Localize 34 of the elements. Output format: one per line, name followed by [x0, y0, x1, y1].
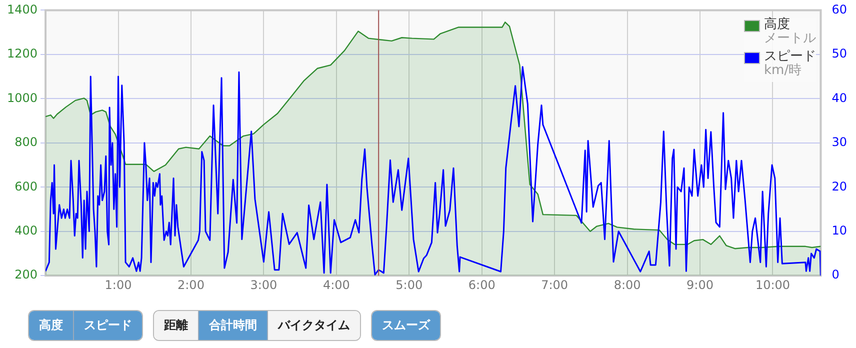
text: スムーズ — [372, 311, 440, 340]
text: 距離 — [154, 311, 198, 340]
x-tick-label: 8:00 — [614, 278, 641, 292]
x-tick-label: 7:00 — [541, 278, 568, 292]
x-tick-label: 3:00 — [250, 278, 278, 292]
y-tick-label: 1000 — [6, 90, 38, 105]
x-tick-label: 1:00 — [104, 278, 132, 292]
text: 合計時間 — [198, 311, 267, 340]
y-tick-label: 1400 — [6, 2, 38, 16]
x-tick-label: 10:00 — [755, 278, 790, 292]
y-tick-label: 400 — [14, 223, 38, 238]
y-tick-label: 800 — [14, 135, 38, 150]
y2-tick-label: 30 — [832, 135, 848, 150]
text: 高度 — [29, 311, 73, 340]
y2-tick-label: 10 — [832, 223, 848, 238]
annotation: km/時 — [764, 63, 803, 78]
legend-label: スピード — [764, 49, 816, 64]
text: バイクタイム — [267, 311, 360, 340]
y-tick-label: 200 — [14, 268, 38, 282]
x-tick-label: 5:00 — [396, 278, 423, 292]
x-tick-label: 2:00 — [178, 278, 204, 292]
x-tick-label: 4:00 — [322, 278, 350, 292]
y-tick-label: 600 — [14, 179, 38, 194]
x-tick-label: 9:00 — [686, 278, 714, 292]
y2-tick-label: 40 — [832, 90, 848, 105]
text: スピード — [73, 311, 142, 340]
y2-tick-label: 0 — [832, 268, 840, 282]
annotation: メートル — [764, 31, 816, 46]
y2-tick-label: 20 — [832, 179, 848, 194]
y2-tick-label: 50 — [832, 46, 848, 61]
y-tick-label: 1200 — [6, 46, 38, 61]
legend-label: 高度 — [764, 17, 791, 32]
y2-tick-label: 60 — [832, 2, 848, 16]
x-tick-label: 6:00 — [468, 278, 496, 292]
